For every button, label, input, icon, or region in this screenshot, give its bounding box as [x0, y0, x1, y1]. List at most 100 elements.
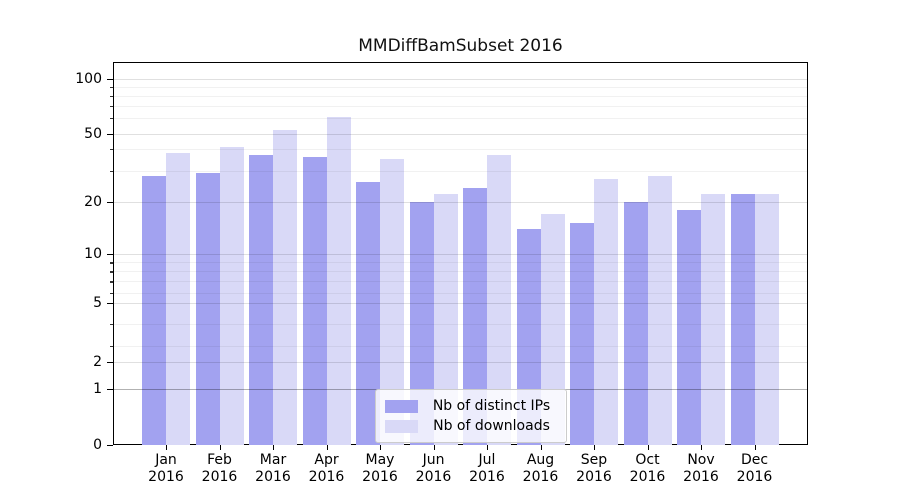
x-tick-month: Mar [259, 452, 287, 468]
bar-apr-distinct-ips [302, 156, 327, 445]
y-tick-label-20: 20 [84, 194, 102, 210]
y-minor-tick-80 [110, 95, 113, 98]
legend: Nb of distinct IPs Nb of downloads [375, 389, 567, 443]
x-tick-label-feb: Feb 2016 [193, 452, 247, 486]
y-minor-tick-8 [110, 271, 113, 273]
bar-sep-downloads [594, 178, 618, 445]
bar-sep-distinct-ips [570, 223, 594, 445]
x-tick-year: 2016 [736, 469, 773, 485]
minor-gridline-40 [113, 148, 808, 150]
y-tick-label-5: 5 [93, 295, 102, 311]
x-tick-month: Apr [314, 452, 339, 468]
y-minor-tick-40 [110, 148, 113, 151]
x-tick-year: 2016 [629, 469, 666, 485]
x-tick-month: Jun [422, 452, 445, 468]
x-tick-year: 2016 [362, 469, 398, 485]
x-tick-apr [326, 445, 328, 450]
y-tick-5 [107, 303, 113, 305]
bar-feb-distinct-ips [195, 173, 220, 445]
y-tick-20 [107, 202, 113, 204]
legend-label-downloads: Nb of downloads [433, 418, 550, 434]
y-tick-1 [107, 389, 113, 391]
gridline-50 [113, 134, 808, 135]
x-tick-mar [273, 445, 275, 450]
minor-gridline-90 [113, 87, 808, 89]
x-tick-month: Feb [207, 452, 232, 468]
y-minor-tick-4 [110, 324, 113, 326]
x-tick-nov [701, 445, 703, 450]
x-tick-month: Sep [580, 452, 608, 468]
x-tick-jul [487, 445, 489, 450]
x-tick-year: 2016 [576, 469, 612, 485]
x-tick-month: Oct [635, 452, 660, 468]
y-minor-tick-9 [110, 262, 113, 264]
y-minor-tick-70 [110, 106, 113, 108]
x-tick-label-nov: Nov 2016 [674, 452, 728, 486]
gridline-10 [113, 254, 808, 255]
x-tick-label-dec: Dec 2016 [728, 452, 782, 486]
legend-swatch-distinct-ips [385, 399, 418, 413]
y-tick-label-10: 10 [84, 246, 102, 262]
minor-gridline-30 [113, 170, 808, 172]
x-tick-jun [433, 445, 435, 450]
x-tick-label-oct: Oct 2016 [621, 452, 675, 486]
x-tick-oct [647, 445, 649, 450]
bar-nov-downloads [701, 194, 725, 445]
y-minor-tick-7 [110, 281, 113, 283]
bar-jan-downloads [166, 152, 190, 445]
x-tick-year: 2016 [415, 469, 452, 485]
y-tick-label-1: 1 [93, 381, 102, 397]
x-tick-year: 2016 [255, 469, 291, 485]
x-tick-label-apr: Apr 2016 [300, 452, 354, 486]
x-tick-month: Jan [155, 452, 177, 468]
y-tick-2 [107, 362, 113, 364]
y-tick-label-0: 0 [93, 437, 102, 453]
y-minor-tick-3 [110, 345, 113, 348]
bar-dec-downloads [754, 194, 779, 445]
x-tick-month: Nov [687, 452, 715, 468]
y-tick-label-100: 100 [75, 71, 102, 87]
y-minor-tick-90 [110, 87, 113, 89]
bar-feb-downloads [219, 146, 244, 445]
x-tick-label-jun: Jun 2016 [407, 452, 461, 486]
x-tick-label-jul: Jul 2016 [460, 452, 514, 486]
x-tick-year: 2016 [148, 469, 184, 485]
minor-gridline-6 [113, 293, 808, 295]
x-tick-year: 2016 [308, 469, 345, 485]
bar-dec-distinct-ips [730, 194, 755, 445]
y-tick-label-50: 50 [84, 126, 102, 142]
x-tick-sep [594, 445, 596, 450]
bar-oct-distinct-ips [623, 201, 648, 445]
x-tick-year: 2016 [201, 469, 238, 485]
x-tick-month: Aug [526, 452, 555, 468]
chart-title: MMDiffBamSubset 2016 [358, 36, 563, 56]
minor-gridline-80 [113, 95, 808, 97]
bar-oct-downloads [647, 175, 672, 445]
x-tick-dec [754, 445, 756, 450]
gridline-5 [113, 303, 808, 304]
minor-gridline-7 [113, 281, 808, 283]
x-tick-label-aug: Aug 2016 [514, 452, 568, 486]
gridline-2 [113, 362, 808, 363]
bar-apr-downloads [326, 116, 351, 445]
minor-gridline-3 [113, 345, 808, 347]
y-tick-label-2: 2 [93, 354, 102, 370]
x-tick-year: 2016 [683, 469, 719, 485]
x-tick-label-mar: Mar 2016 [246, 452, 300, 486]
y-tick-0 [107, 445, 113, 447]
minor-gridline-60 [113, 117, 808, 119]
x-tick-month: May [365, 452, 395, 468]
legend-item-distinct-ips: Nb of distinct IPs [385, 396, 556, 416]
x-tick-label-sep: Sep 2016 [567, 452, 621, 486]
gridline-20 [113, 202, 808, 203]
y-minor-tick-60 [110, 117, 113, 120]
bar-mar-downloads [273, 130, 297, 445]
gridline-100 [113, 79, 808, 80]
legend-label-distinct-ips: Nb of distinct IPs [432, 398, 551, 414]
bar-jan-distinct-ips [142, 175, 166, 445]
y-minor-tick-30 [110, 170, 113, 172]
y-minor-tick-6 [110, 293, 113, 295]
x-tick-month: Dec [740, 452, 769, 468]
bar-nov-distinct-ips [677, 209, 701, 445]
